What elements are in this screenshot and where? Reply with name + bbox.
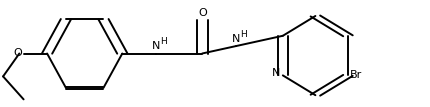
Text: N: N	[272, 68, 281, 78]
Text: N: N	[232, 34, 240, 44]
Text: Br: Br	[350, 70, 362, 80]
Text: O: O	[14, 48, 22, 59]
Text: O: O	[199, 8, 207, 18]
Text: N: N	[152, 41, 160, 51]
Text: H: H	[160, 37, 167, 46]
Text: H: H	[240, 30, 247, 39]
